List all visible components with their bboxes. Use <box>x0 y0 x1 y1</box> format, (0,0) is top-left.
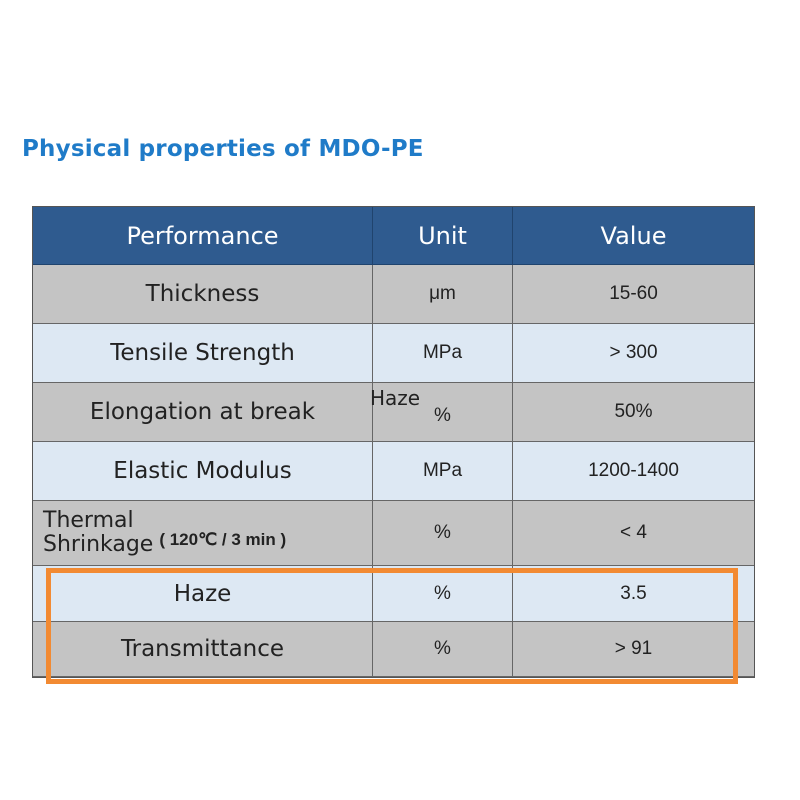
table-row: Elongation at break % 50% <box>33 383 754 442</box>
header-unit: Unit <box>373 207 513 265</box>
header-performance: Performance <box>33 207 373 265</box>
row-performance: Thickness <box>33 265 373 324</box>
row-performance: Haze <box>33 566 373 622</box>
row-unit: μm <box>373 265 513 324</box>
row-unit: MPa <box>373 442 513 501</box>
row-performance: Elastic Modulus <box>33 442 373 501</box>
row-value: > 91 <box>513 622 754 677</box>
row-value: 1200-1400 <box>513 442 754 501</box>
row-performance: Thermal Shrinkage ( 120℃ / 3 min ) <box>33 501 373 566</box>
row-performance: Tensile Strength <box>33 324 373 383</box>
stray-haze-label: Haze <box>370 386 421 410</box>
row-value: 3.5 <box>513 566 754 622</box>
page-title: Physical properties of MDO-PE <box>22 136 424 162</box>
table-row: Thickness μm 15-60 <box>33 265 754 324</box>
thermal-label-line2: Shrinkage <box>43 532 154 557</box>
properties-table: Performance Unit Value Thickness μm 15-6… <box>32 206 755 678</box>
row-performance: Elongation at break <box>33 383 373 442</box>
header-value: Value <box>513 207 754 265</box>
thermal-shrinkage-label: Thermal Shrinkage <box>43 508 154 557</box>
thermal-condition: ( 120℃ / 3 min ) <box>159 530 287 549</box>
table-row: Transmittance % > 91 <box>33 622 754 677</box>
row-unit: % <box>373 622 513 677</box>
table-row: Elastic Modulus MPa 1200-1400 <box>33 442 754 501</box>
row-value: 15-60 <box>513 265 754 324</box>
row-value: < 4 <box>513 501 754 566</box>
table-row: Tensile Strength MPa > 300 <box>33 324 754 383</box>
row-unit: % <box>373 566 513 622</box>
thermal-label-line1: Thermal <box>43 508 134 533</box>
row-unit: % <box>373 501 513 566</box>
table-header-row: Performance Unit Value <box>33 207 754 265</box>
row-value: > 300 <box>513 324 754 383</box>
table-row: Thermal Shrinkage ( 120℃ / 3 min ) % < 4 <box>33 501 754 566</box>
row-value: 50% <box>513 383 754 442</box>
table-row: Haze % 3.5 <box>33 566 754 622</box>
row-performance: Transmittance <box>33 622 373 677</box>
row-unit: MPa <box>373 324 513 383</box>
row-unit: % <box>373 383 513 442</box>
